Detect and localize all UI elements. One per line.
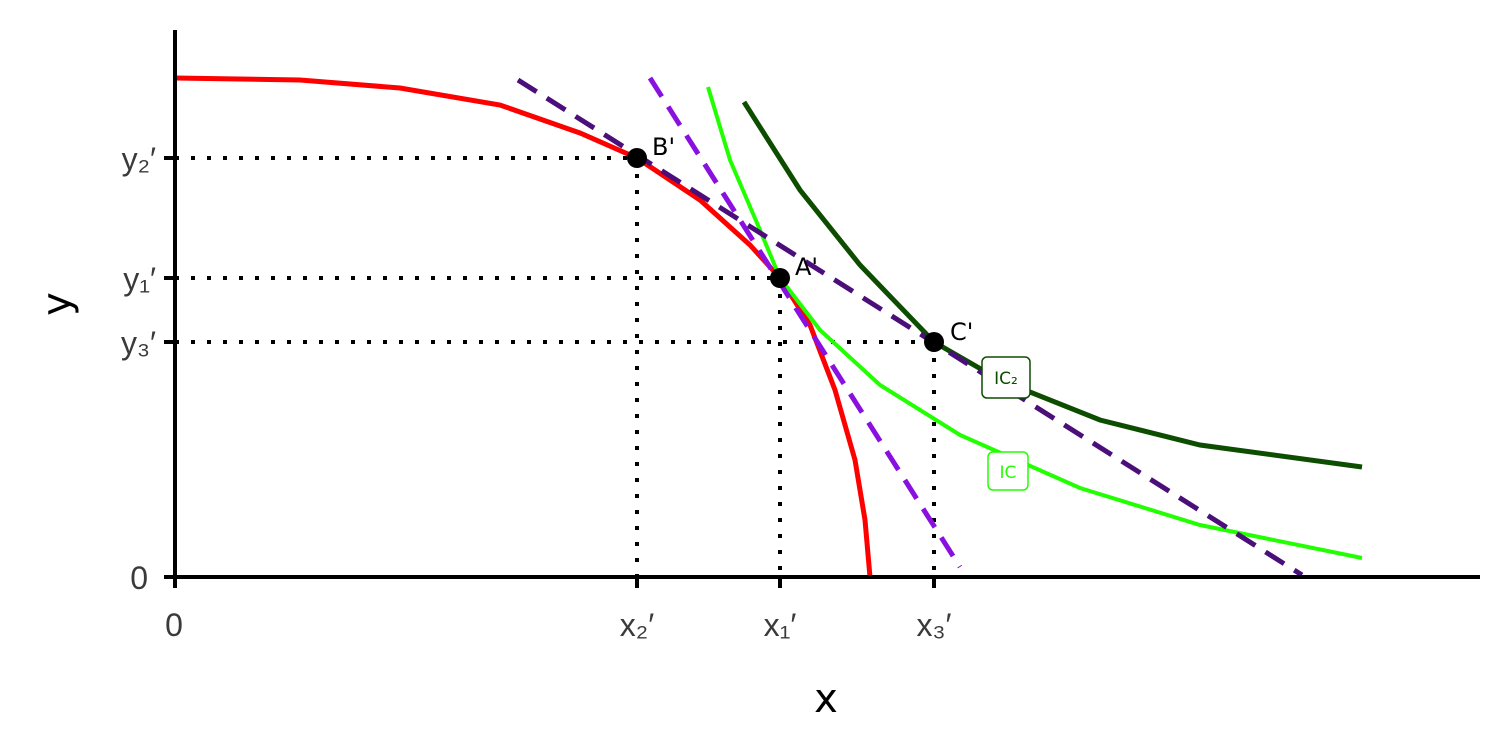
indifference-curve xyxy=(706,86,1363,560)
x-tick-label: x₁′ xyxy=(764,607,797,643)
budget-line xyxy=(516,77,1304,578)
guides xyxy=(175,156,936,577)
y-tick-label: y₁′ xyxy=(123,261,156,297)
curve-label: IC₂ xyxy=(994,369,1018,389)
y-axis-title: y xyxy=(34,292,80,316)
price-line xyxy=(647,76,963,569)
x-origin-label: 0 xyxy=(165,607,183,643)
ppf-curve xyxy=(174,75,873,578)
point-label: A' xyxy=(795,253,818,281)
y-tick-label: y₂′ xyxy=(122,141,156,177)
indifference-curve-2 xyxy=(741,100,1363,470)
ticks xyxy=(164,156,936,588)
point xyxy=(627,148,647,168)
point-label: C' xyxy=(950,318,973,346)
label-box xyxy=(987,451,1029,491)
label-box xyxy=(981,356,1031,399)
y-tick-label: y₃′ xyxy=(121,325,156,361)
x-axis-title: x xyxy=(814,676,838,722)
y-origin-label: 0 xyxy=(130,560,148,596)
point xyxy=(924,332,944,352)
curve-label: IC xyxy=(1000,463,1017,483)
x-tick-label: x₂′ xyxy=(620,607,654,643)
point-label: B' xyxy=(652,133,675,161)
x-tick-label: x₃′ xyxy=(916,607,951,643)
point xyxy=(770,268,790,288)
